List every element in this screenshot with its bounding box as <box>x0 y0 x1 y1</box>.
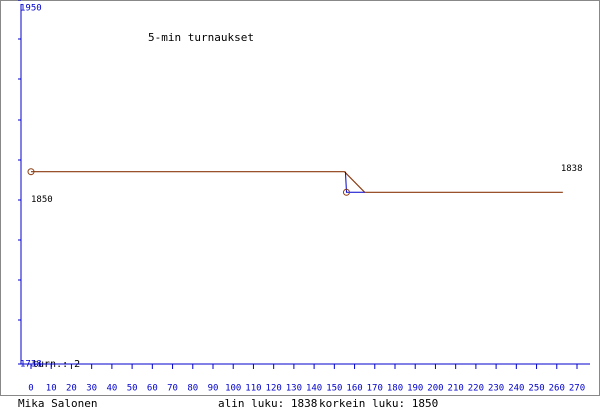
player-name: Mika Salonen <box>18 397 97 410</box>
x-tick-label: 70 <box>167 384 178 394</box>
chart-title: 5-min turnaukset <box>148 31 254 44</box>
x-tick-label: 40 <box>106 384 117 394</box>
x-tick-label: 120 <box>266 384 282 394</box>
x-tick-label: 140 <box>306 384 322 394</box>
frame <box>0 0 600 396</box>
x-tick-label: 30 <box>86 384 97 394</box>
x-tick-label: 200 <box>427 384 443 394</box>
x-tick-label: 100 <box>225 384 241 394</box>
x-tick-label: 190 <box>407 384 423 394</box>
game-marker <box>27 168 35 176</box>
rating-line <box>31 171 563 193</box>
drop-indicator <box>344 171 365 193</box>
value-label: 1850 <box>31 195 53 205</box>
x-tick-label: 130 <box>286 384 302 394</box>
x-tick-label: 180 <box>387 384 403 394</box>
min-rating: alin luku: 1838 <box>218 397 317 410</box>
x-tick-label: 80 <box>187 384 198 394</box>
x-tick-label: 260 <box>549 384 565 394</box>
x-tick-label: 170 <box>367 384 383 394</box>
y-tick-label: 1950 <box>20 4 42 14</box>
x-tick-label: 160 <box>346 384 362 394</box>
x-tick-label: 210 <box>448 384 464 394</box>
x-tick-label: 110 <box>245 384 261 394</box>
x-tick-label: 50 <box>127 384 138 394</box>
x-tick-label: 10 <box>46 384 57 394</box>
x-tick-label: 230 <box>488 384 504 394</box>
value-label: 1838 <box>561 164 583 174</box>
game-marker <box>342 188 350 196</box>
x-tick-label: 240 <box>508 384 524 394</box>
x-tick-label: 90 <box>208 384 219 394</box>
x-tick-label: 220 <box>468 384 484 394</box>
x-tick-label: 250 <box>528 384 544 394</box>
x-tick-label: 270 <box>569 384 585 394</box>
x-tick-label: 150 <box>326 384 342 394</box>
x-tick-label: 20 <box>66 384 77 394</box>
x-tick-label: 0 <box>28 384 33 394</box>
max-rating: korkein luku: 1850 <box>319 397 438 410</box>
x-tick-label: 60 <box>147 384 158 394</box>
